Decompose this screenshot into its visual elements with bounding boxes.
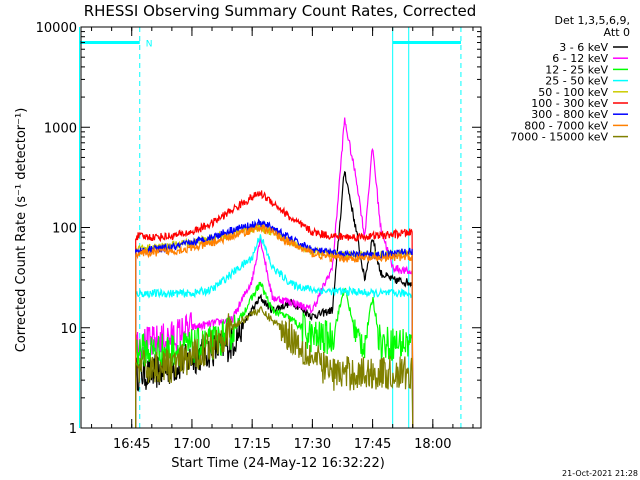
legend-entry-0: 3 - 6 keV	[559, 41, 608, 54]
y-axis-label: Corrected Count Rate (s⁻¹ detector⁻¹)	[14, 108, 29, 353]
legend-entry-7: 800 - 7000 keV	[524, 119, 608, 132]
chart-title: RHESSI Observing Summary Count Rates, Co…	[84, 2, 477, 20]
y-tick-label-2: 100	[52, 222, 77, 237]
legend-entry-4: 50 - 100 keV	[538, 86, 608, 99]
x-axis-label: Start Time (24-May-12 16:32:22)	[171, 456, 385, 471]
generation-timestamp: 21-Oct-2021 21:28	[562, 469, 638, 478]
x-tick-label-0: 16:45	[113, 437, 150, 452]
attenuator-label: N	[146, 40, 153, 50]
legend-header-1: Att 0	[604, 26, 630, 39]
legend-entry-3: 25 - 50 keV	[545, 75, 608, 88]
x-tick-label-4: 17:45	[354, 437, 391, 452]
legend-entry-6: 300 - 800 keV	[531, 108, 608, 121]
x-tick-label-2: 17:15	[233, 437, 270, 452]
x-tick-label-1: 17:00	[173, 437, 210, 452]
x-tick-label-3: 17:30	[294, 437, 331, 452]
series-line-7	[135, 222, 414, 429]
series-line-8	[135, 305, 414, 429]
y-tick-label-1: 10	[60, 322, 77, 337]
legend-header-0: Det 1,3,5,6,9,	[554, 14, 630, 27]
axes-group: 1 10 100 1000 10000 16:45 17:00 17:15 17:30 17:45…	[36, 21, 482, 452]
legend-entry-5: 100 - 300 keV	[531, 97, 608, 110]
x-tick-label-5: 18:00	[414, 437, 451, 452]
series-line-5	[135, 190, 414, 429]
legend-entry-8: 7000 - 15000 keV	[510, 131, 608, 144]
y-tick-label-4: 10000	[36, 21, 77, 36]
legend-entry-2: 12 - 25 keV	[545, 63, 608, 76]
legend-entry-1: 6 - 12 keV	[552, 52, 608, 65]
series-line-6	[135, 218, 414, 429]
y-tick-label-0: 1	[69, 422, 77, 437]
series-line-3	[135, 234, 414, 429]
series-group	[135, 117, 414, 429]
series-line-1	[135, 117, 414, 429]
y-tick-label-3: 1000	[44, 121, 77, 136]
